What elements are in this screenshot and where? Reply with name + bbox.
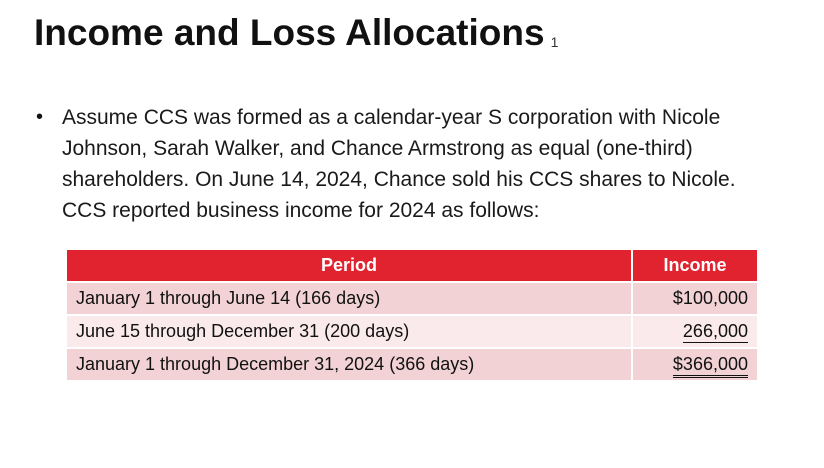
table-row: January 1 through June 14 (166 days) $100…: [65, 281, 759, 316]
table-body: January 1 through June 14 (166 days) $100…: [65, 281, 759, 382]
income-value: $100,000: [672, 288, 748, 308]
table-header-row: Period Income: [65, 248, 759, 283]
column-header-period: Period: [65, 248, 633, 283]
income-value: $366,000: [672, 354, 748, 378]
table-header: Period Income: [65, 248, 759, 283]
table-row: June 15 through December 31 (200 days) 26…: [65, 314, 759, 349]
title-row: Income and Loss Allocations 1: [34, 12, 790, 54]
income-allocation-table: Period Income January 1 through June 14 …: [65, 248, 759, 382]
period-cell: January 1 through December 31, 2024 (366…: [65, 347, 633, 382]
title-footnote-marker: 1: [550, 34, 559, 50]
income-cell: 266,000: [631, 314, 759, 349]
column-header-income: Income: [631, 248, 759, 283]
period-cell: January 1 through June 14 (166 days): [65, 281, 633, 316]
income-value: 266,000: [682, 321, 748, 343]
income-cell: $366,000: [631, 347, 759, 382]
table-row: January 1 through December 31, 2024 (366…: [65, 347, 759, 382]
bullet-marker: •: [36, 106, 44, 128]
bullet-text: Assume CCS was formed as a calendar-year…: [62, 106, 736, 222]
period-cell: June 15 through December 31 (200 days): [65, 314, 633, 349]
page-title: Income and Loss Allocations: [34, 12, 545, 53]
bullet-block: • Assume CCS was formed as a calendar-ye…: [34, 102, 754, 226]
income-cell: $100,000: [631, 281, 759, 316]
